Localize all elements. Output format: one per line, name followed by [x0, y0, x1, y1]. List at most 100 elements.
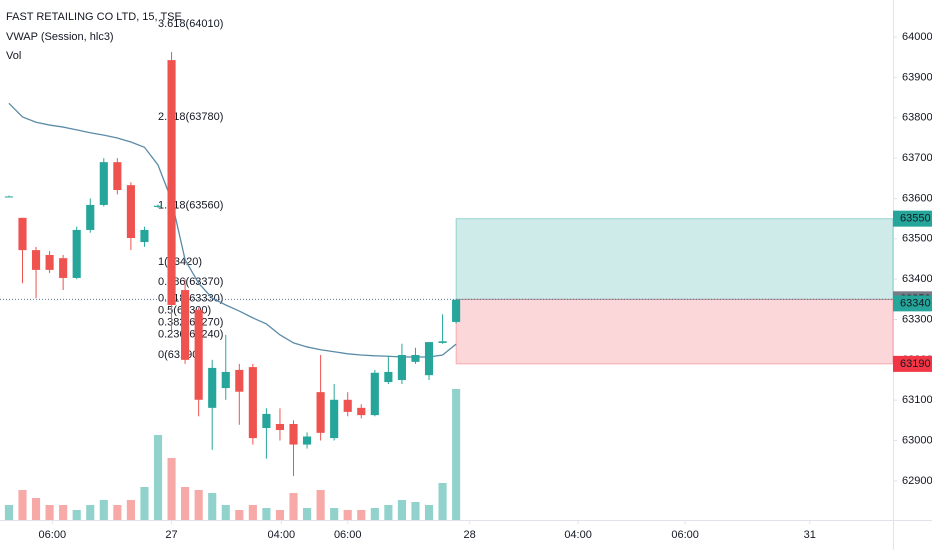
price-tag [893, 210, 932, 227]
volume-bar [167, 458, 176, 520]
volume-bar [452, 389, 461, 520]
price-tag [893, 295, 932, 312]
y-tick-label: 64000 [902, 31, 932, 43]
volume-bar [438, 483, 447, 520]
volume-bar [275, 510, 285, 520]
y-tick-label: 62900 [902, 475, 932, 487]
candle-body [113, 162, 122, 191]
x-tick-label: 27 [165, 529, 177, 541]
candle-body [167, 60, 176, 305]
volume-bar [289, 493, 298, 520]
candle-body [99, 162, 108, 205]
profit-zone [455, 218, 894, 300]
x-tick-label: 06:00 [334, 529, 362, 541]
candle-body [194, 309, 203, 400]
fib-label: 3.618(64010) [158, 18, 223, 30]
candle-body [384, 371, 393, 383]
y-tick-label: 63500 [902, 233, 932, 245]
candle-body [411, 355, 420, 362]
candle-body [438, 341, 447, 343]
vwap-line [8, 102, 457, 358]
candle-body [316, 392, 325, 433]
price-tag-label: 63340 [900, 297, 931, 309]
candle-body [424, 342, 434, 376]
candle-body [126, 185, 135, 239]
candle-body [86, 204, 95, 230]
volume-bar [140, 487, 149, 520]
x-tick-label: 06:00 [671, 529, 699, 541]
candle-body [397, 355, 406, 381]
volume-bar [221, 505, 230, 520]
candle-body [72, 229, 81, 278]
volume-bar [113, 505, 122, 520]
y-tick-label: 63900 [902, 71, 932, 83]
candle-body [330, 399, 339, 439]
volume-bar [59, 505, 68, 520]
volume-bar [330, 508, 339, 520]
y-tick-label: 63800 [902, 112, 932, 124]
candle-body [452, 299, 461, 322]
loss-zone [455, 298, 894, 365]
volume-bar [31, 498, 41, 520]
candle-body [4, 196, 14, 198]
candle-body [31, 250, 41, 270]
x-tick-label: 28 [464, 529, 476, 541]
volume-bar [99, 500, 108, 520]
volume-bar [126, 500, 135, 520]
volume-bar [235, 510, 244, 520]
volume-bar [302, 508, 312, 520]
volume-bar [411, 502, 420, 520]
candle-body [45, 254, 54, 270]
volume-bar [45, 505, 54, 520]
price-tag [893, 355, 932, 372]
x-tick-label: 06:00 [39, 529, 67, 541]
candle-body [181, 290, 190, 360]
candle-body [370, 372, 379, 416]
volume-label: Vol [6, 50, 21, 62]
volume-bar [4, 505, 14, 520]
volume-bar [153, 435, 163, 520]
candle-body [59, 258, 68, 278]
candle-body [235, 369, 244, 392]
volume-bar [248, 505, 257, 520]
y-tick-label: 63400 [902, 273, 932, 285]
volume-bar [194, 490, 203, 520]
fib-label: 0.382(63270) [158, 317, 223, 329]
fib-label: 0(63190) [158, 349, 202, 361]
volume-bar [262, 508, 271, 520]
plot: 6290063000631006320063300634006350063600… [0, 18, 932, 541]
price-tag-label: 63550 [900, 213, 931, 225]
volume-bar [370, 508, 379, 520]
volume-bar [72, 510, 81, 520]
candle-body [140, 229, 149, 243]
fib-label: 1(63420) [158, 256, 202, 268]
candle-body [275, 423, 285, 431]
volume-bar [86, 505, 95, 520]
volume-bar [18, 490, 27, 520]
volume-bar [384, 505, 393, 520]
volume-bar [208, 493, 217, 520]
candle-body [262, 413, 271, 429]
fib-label: 0.236(63240) [158, 329, 223, 341]
x-tick-label: 31 [804, 529, 816, 541]
candle-body [221, 371, 230, 389]
candle-body [248, 367, 257, 439]
volume-bar [316, 490, 325, 520]
indicator-label: VWAP (Session, hlc3) [6, 31, 114, 43]
candle-body [153, 205, 163, 207]
candle-body [289, 423, 298, 445]
y-tick-label: 63700 [902, 152, 932, 164]
volume-bar [397, 500, 406, 520]
candle-body [302, 436, 312, 445]
candle-body [343, 399, 352, 412]
x-tick-label: 04:00 [564, 529, 592, 541]
price-tag-label: 63190 [900, 358, 931, 370]
y-tick-label: 63600 [902, 192, 932, 204]
volume-bar [357, 510, 366, 520]
y-tick-label: 63000 [902, 434, 932, 446]
y-tick-label: 63100 [902, 394, 932, 406]
y-tick-label: 63300 [902, 313, 932, 325]
candle-body [18, 217, 27, 251]
x-tick-label: 04:00 [268, 529, 296, 541]
